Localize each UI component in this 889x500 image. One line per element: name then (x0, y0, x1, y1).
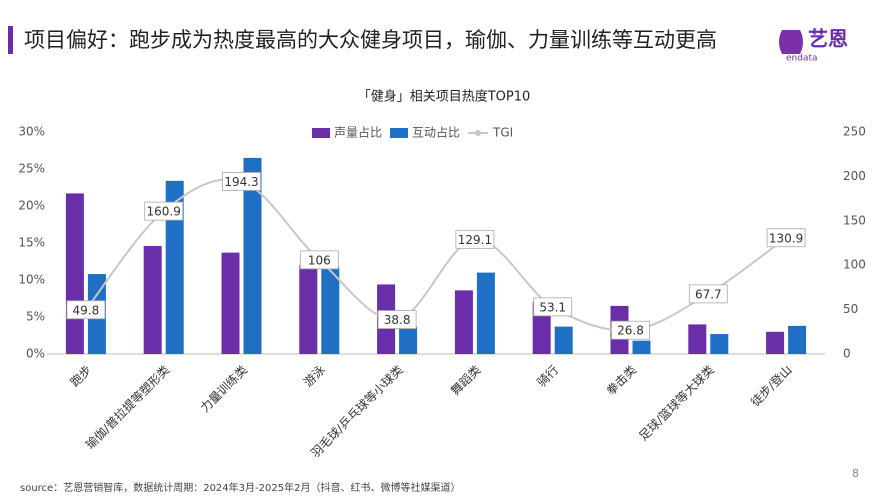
x-tick-label: 力量训练类 (197, 362, 250, 415)
bar (299, 265, 318, 354)
data-label-box (533, 297, 573, 317)
legend-swatch (390, 128, 408, 138)
data-label-box (66, 300, 106, 320)
chart-title: 「健身」相关项目热度TOP10 (358, 89, 531, 105)
legend-swatch (312, 128, 330, 138)
x-tick-label: 足球/篮球等大球类 (636, 362, 717, 443)
data-label-box (688, 284, 728, 304)
legend-label: 声量占比 (334, 125, 382, 140)
y-tick-label: 10% (18, 273, 45, 287)
bar (632, 340, 651, 354)
x-tick-label: 舞蹈类 (448, 363, 483, 398)
y2-tick-label: 200 (843, 169, 866, 183)
y-tick-label: 15% (18, 236, 45, 250)
logo: 艺恩 endata (779, 27, 848, 64)
logo-sub: endata (786, 54, 818, 64)
legend-swatch (475, 130, 481, 136)
x-tick-label: 徒步/登山 (747, 362, 794, 409)
bar (788, 325, 807, 354)
data-label-box (611, 320, 650, 340)
data-label-box (377, 310, 417, 329)
y-tick-label: 25% (18, 162, 45, 176)
data-label: 194.3 (224, 175, 258, 189)
y2-tick-label: 0 (843, 347, 851, 361)
data-label: 130.9 (769, 231, 803, 245)
x-tick-label: 骑行 (534, 363, 561, 390)
page-number: 8 (852, 467, 859, 480)
y-tick-label: 0% (26, 347, 45, 361)
y2-tick-label: 250 (843, 125, 866, 139)
data-label-box (299, 250, 339, 270)
bar (476, 272, 495, 354)
x-tick-label: 拳击类 (603, 362, 639, 398)
bar (454, 290, 473, 354)
bar (143, 245, 162, 354)
y-tick-label: 30% (18, 125, 45, 139)
data-label: 67.7 (695, 287, 722, 301)
y-tick-label: 20% (18, 199, 45, 213)
y2-tick-label: 150 (843, 213, 866, 227)
x-tick-label: 游泳 (301, 363, 328, 390)
bar (65, 193, 84, 354)
legend-label: 互动占比 (412, 125, 460, 140)
data-label-box (144, 201, 184, 221)
data-label: 26.8 (617, 324, 644, 338)
title-accent (8, 26, 13, 54)
slide-title: 项目偏好：跑步成为热度最高的大众健身项目，瑜伽、力量训练等互动更高 (24, 28, 717, 52)
tgi-line (85, 178, 787, 332)
x-tick-label: 瑜伽/普拉提等塑形类 (82, 362, 172, 452)
bar (766, 331, 785, 354)
y2-tick-label: 100 (843, 258, 866, 272)
logo-icon (779, 30, 803, 54)
x-tick-label: 跑步 (68, 363, 95, 390)
data-label-box (222, 172, 261, 191)
bar (554, 326, 573, 354)
data-label: 129.1 (458, 233, 492, 247)
bar (243, 157, 262, 354)
data-label: 38.8 (384, 313, 411, 327)
data-label-box (455, 229, 495, 249)
data-label: 53.1 (539, 300, 566, 314)
data-label: 160.9 (147, 205, 181, 219)
data-label: 106 (308, 253, 331, 267)
bar (688, 324, 707, 354)
bar (321, 266, 340, 354)
y-tick-label: 5% (26, 310, 45, 324)
logo-name: 艺恩 (808, 27, 848, 51)
bar (165, 180, 184, 354)
data-label-box (766, 228, 806, 248)
data-label: 49.8 (73, 303, 100, 317)
source: source：艺恩营销智库，数据统计周期：2024年3月-2025年2月（抖音、… (20, 481, 460, 494)
y2-tick-label: 50 (843, 302, 858, 316)
legend-label: TGI (492, 126, 513, 140)
bar (399, 326, 418, 354)
bar (221, 252, 240, 354)
bar (710, 334, 729, 354)
